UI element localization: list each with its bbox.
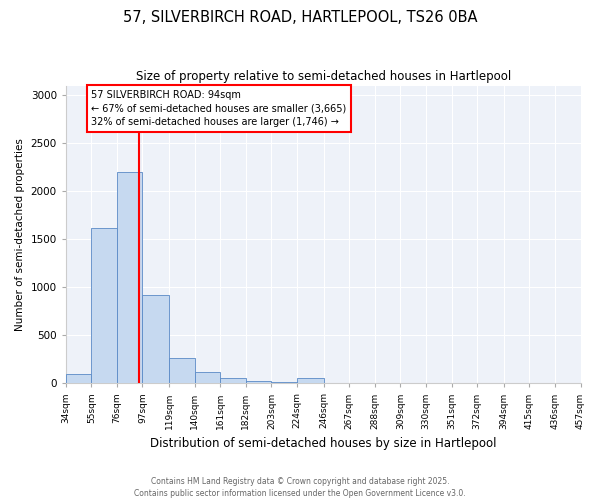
- Bar: [271, 382, 297, 384]
- Y-axis label: Number of semi-detached properties: Number of semi-detached properties: [15, 138, 25, 331]
- Bar: [169, 358, 195, 384]
- Bar: [66, 374, 91, 384]
- Bar: [195, 372, 220, 384]
- Bar: [220, 378, 246, 384]
- X-axis label: Distribution of semi-detached houses by size in Hartlepool: Distribution of semi-detached houses by …: [150, 437, 496, 450]
- Bar: [246, 381, 271, 384]
- Bar: [297, 378, 324, 384]
- Bar: [142, 295, 169, 384]
- Text: 57 SILVERBIRCH ROAD: 94sqm
← 67% of semi-detached houses are smaller (3,665)
32%: 57 SILVERBIRCH ROAD: 94sqm ← 67% of semi…: [91, 90, 347, 127]
- Text: 57, SILVERBIRCH ROAD, HARTLEPOOL, TS26 0BA: 57, SILVERBIRCH ROAD, HARTLEPOOL, TS26 0…: [123, 10, 477, 25]
- Bar: [117, 172, 142, 384]
- Text: Contains HM Land Registry data © Crown copyright and database right 2025.
Contai: Contains HM Land Registry data © Crown c…: [134, 476, 466, 498]
- Title: Size of property relative to semi-detached houses in Hartlepool: Size of property relative to semi-detach…: [136, 70, 511, 83]
- Bar: [91, 228, 117, 384]
